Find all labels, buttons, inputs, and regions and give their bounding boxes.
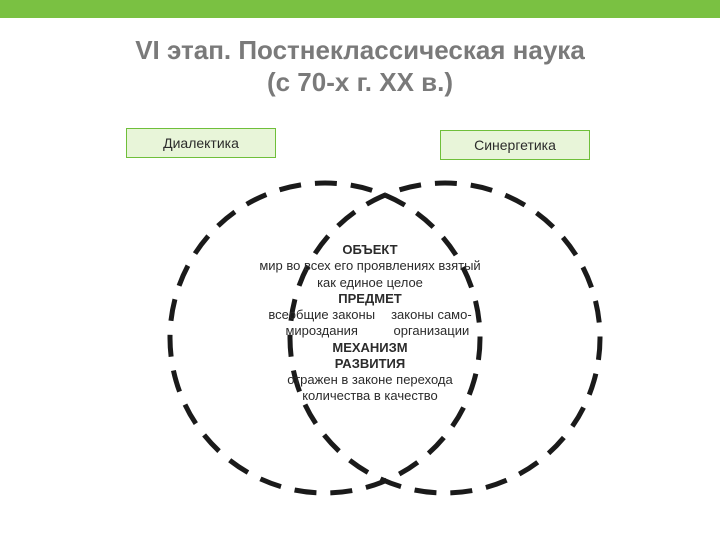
object-heading: ОБЪЕКТ (220, 242, 520, 258)
subject-left-2: мироздания (268, 323, 375, 339)
subject-right-2: организации (391, 323, 472, 339)
label-dialectics-text: Диалектика (163, 135, 239, 151)
venn-intersection-text: ОБЪЕКТ мир во всех его проявлениях взяты… (220, 242, 520, 405)
subject-heading: ПРЕДМЕТ (220, 291, 520, 307)
subject-right-1: законы само- (391, 307, 472, 323)
mechanism-line-2: количества в качество (220, 388, 520, 404)
object-line-2: как единое целое (220, 275, 520, 291)
label-dialectics: Диалектика (126, 128, 276, 158)
label-synergetics-text: Синергетика (474, 137, 556, 153)
mechanism-line-1: отражен в законе перехода (220, 372, 520, 388)
object-line-1: мир во всех его проявлениях взятый (220, 258, 520, 274)
mechanism-heading-1: МЕХАНИЗМ (220, 340, 520, 356)
subject-right-col: законы само- организации (391, 307, 472, 340)
mechanism-heading-2: РАЗВИТИЯ (220, 356, 520, 372)
subject-columns: всеобщие законы мироздания законы само- … (220, 307, 520, 340)
page-title: VI этап. Постнеклассическая наука (с 70-… (0, 34, 720, 98)
subject-left-1: всеобщие законы (268, 307, 375, 323)
title-line-2: (с 70-х г. XX в.) (0, 66, 720, 98)
label-synergetics: Синергетика (440, 130, 590, 160)
top-accent-bar (0, 0, 720, 18)
title-line-1: VI этап. Постнеклассическая наука (0, 34, 720, 66)
subject-left-col: всеобщие законы мироздания (268, 307, 375, 340)
